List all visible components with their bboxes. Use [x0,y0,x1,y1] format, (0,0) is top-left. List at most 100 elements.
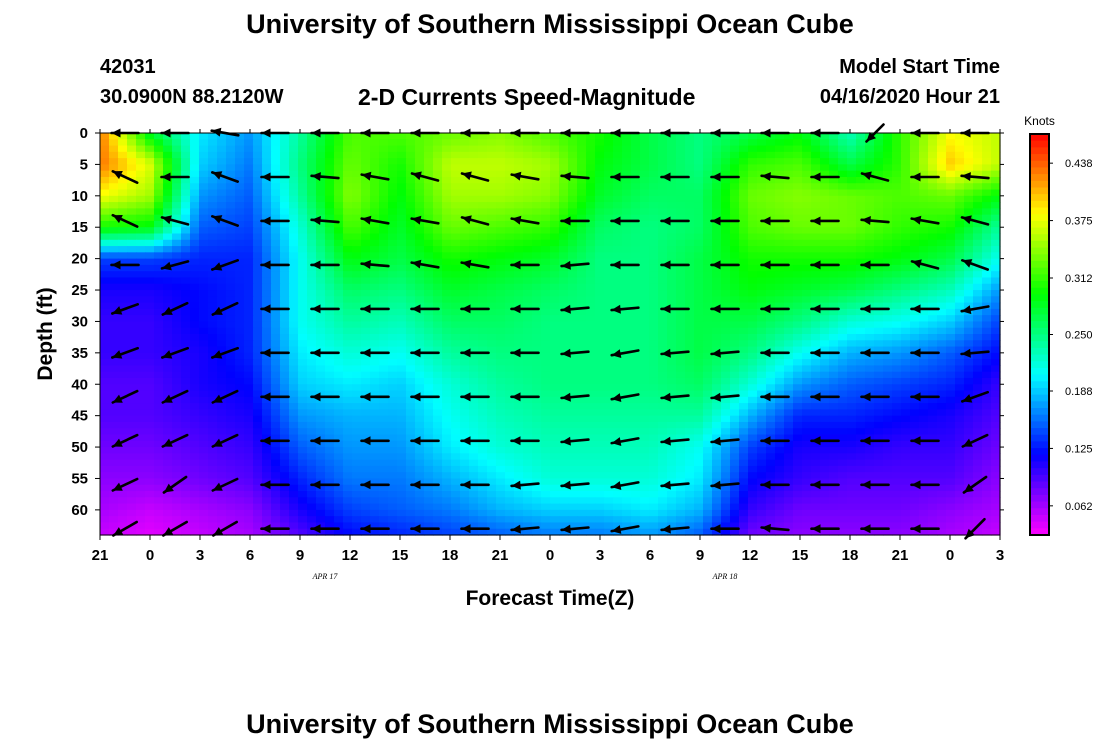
heat-cell [748,415,758,423]
heat-cell [289,428,299,436]
heat-cell [811,283,821,291]
heat-cell [532,434,542,442]
heat-cell [946,365,956,373]
heat-cell [316,195,326,203]
heat-cell [442,409,452,417]
heat-cell [721,164,731,172]
heat-cell [793,227,803,235]
heat-cell [865,334,875,341]
heat-cell [604,264,614,272]
heat-cell [712,277,722,285]
heat-cell [181,377,191,385]
heat-cell [253,415,263,423]
heat-cell [478,290,488,297]
heat-cell [415,384,425,392]
heat-cell [127,145,137,153]
heat-cell [613,296,623,304]
heat-cell [766,365,776,373]
heat-cell [154,428,164,436]
heat-cell [721,321,731,329]
heat-cell [658,290,668,297]
heat-cell [469,352,479,360]
heat-cell [343,359,353,367]
heat-cell [712,195,722,203]
heat-cell [289,302,299,310]
heat-cell [757,214,767,222]
heat-cell [847,315,857,323]
heat-cell [919,271,929,279]
heat-cell [847,151,857,159]
heat-cell [739,421,749,429]
heat-cell [442,421,452,429]
heat-cell [865,189,875,197]
heat-cell [838,352,848,360]
heat-cell [901,233,911,241]
heat-cell [604,170,614,178]
heat-cell [883,396,893,404]
heat-cell [955,151,965,159]
heat-cell [118,208,128,216]
heat-cell [496,264,506,272]
heat-cell [460,208,470,216]
heat-cell [568,403,578,410]
heat-cell [622,239,632,247]
heat-cell [451,352,461,360]
heat-cell [640,296,650,304]
heat-cell [829,170,839,178]
heat-cell [109,158,119,166]
heat-cell [811,415,821,423]
heat-cell [541,409,551,417]
heat-cell [406,346,416,354]
heat-cell [658,340,668,348]
heat-cell [226,384,236,392]
heat-cell [118,252,128,260]
heat-cell [991,258,1001,266]
heat-cell [181,365,191,373]
heat-cell [451,170,461,178]
heat-cell [856,271,866,279]
heat-cell [685,396,695,404]
heat-cell [721,346,731,354]
heat-cell [766,239,776,247]
heat-cell [505,227,515,235]
heat-cell [964,233,974,241]
heat-cell [262,246,272,253]
heat-cell [739,220,749,228]
heat-cell [469,327,479,335]
heat-cell [388,403,398,410]
heat-cell [298,334,308,341]
heat-cell [496,252,506,260]
heat-cell [280,264,290,272]
heat-cell [568,365,578,373]
heat-cell [928,189,938,197]
heat-cell [100,170,110,178]
heat-cell [271,239,281,247]
heat-cell [118,396,128,404]
heat-cell [190,258,200,266]
heat-cell [361,340,371,348]
heat-cell [172,365,182,373]
heat-cell [793,233,803,241]
heat-cell [829,403,839,410]
heat-cell [352,214,362,222]
heat-cell [379,233,389,241]
heat-cell [271,421,281,429]
heat-cell [748,352,758,360]
heat-cell [298,164,308,172]
heat-cell [424,396,434,404]
heat-cell [757,327,767,335]
heat-cell [406,290,416,297]
heat-cell [874,277,884,285]
heat-cell [559,233,569,241]
heat-cell [181,202,191,209]
heat-cell [451,233,461,241]
heat-cell [748,346,758,354]
heat-cell [397,208,407,216]
heat-cell [892,170,902,178]
heat-cell [451,334,461,341]
heat-cell [154,233,164,241]
heat-cell [352,158,362,166]
heat-cell [235,158,245,166]
heat-cell [622,183,632,191]
heat-cell [424,145,434,153]
